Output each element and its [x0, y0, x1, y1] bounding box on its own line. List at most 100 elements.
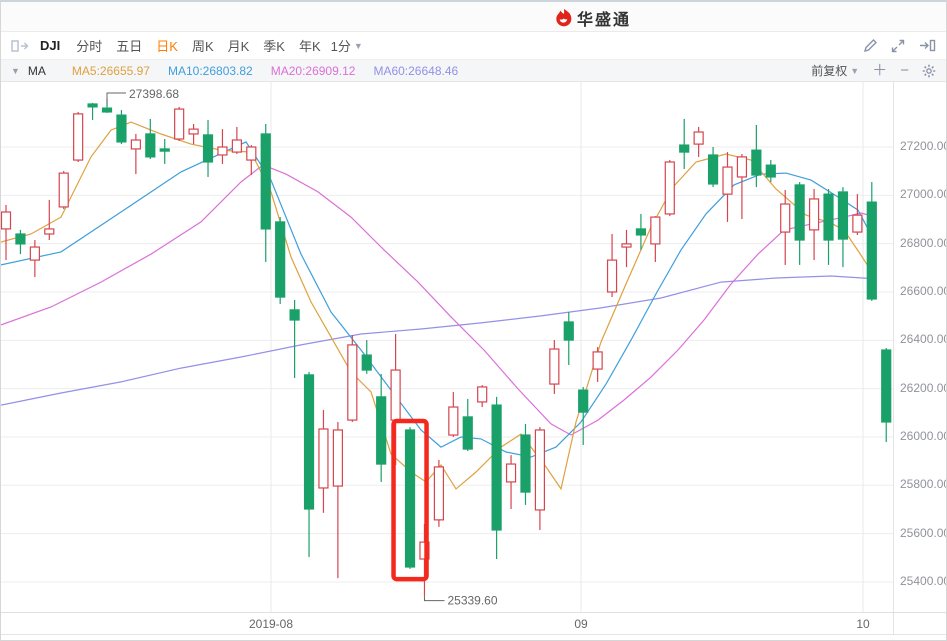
candle-body — [549, 348, 560, 385]
candle-body — [390, 369, 401, 421]
candle-body — [130, 139, 141, 150]
candle-body — [780, 203, 791, 233]
candle-body — [275, 221, 286, 298]
candle-body — [592, 351, 603, 370]
candle-body — [520, 434, 531, 493]
candle-body — [332, 429, 343, 487]
candle-body — [462, 416, 473, 450]
price-tick-label: 26800.00 — [900, 235, 947, 250]
tab-周K[interactable]: 周K — [191, 39, 214, 54]
date-tick-label: 2019-08 — [248, 617, 294, 631]
candle-body — [58, 172, 69, 208]
candle-body — [217, 146, 228, 156]
candle-body — [376, 396, 387, 465]
zoom-out-button[interactable]: − — [900, 62, 909, 79]
candle-body — [722, 166, 733, 195]
price-tick-label: 25600.00 — [900, 525, 947, 540]
candle-body — [15, 233, 26, 245]
candle-body — [664, 161, 675, 215]
candle-body — [823, 193, 834, 241]
ma-values: MA5:26655.97 MA10:26803.82 MA20:26909.12 MA… — [72, 64, 458, 78]
ma-value: MA20:26909.12 — [270, 63, 356, 78]
tab-日K[interactable]: 日K — [156, 39, 178, 54]
toolbar-right-icons — [863, 38, 936, 53]
brand-name: 华盛通 — [577, 12, 632, 29]
candle-body — [361, 354, 372, 371]
date-tick-label: 10 — [856, 617, 870, 631]
price-tick-label: 26000.00 — [900, 428, 947, 443]
candle-body — [765, 164, 776, 178]
indicator-collapse-icon[interactable]: ▼ — [11, 65, 20, 76]
tab-分时[interactable]: 分时 — [76, 39, 103, 54]
candle-body — [116, 114, 127, 143]
candle-body — [736, 156, 748, 178]
candlestick-chart[interactable]: 27398.68 25339.60 27200.00 27000.00 26800.0… — [1, 82, 946, 612]
ma-line-ma60 — [1, 275, 877, 406]
minute-period-selector[interactable]: 1分 ▼ — [331, 36, 363, 55]
tab-季K[interactable]: 季K — [263, 39, 285, 54]
candle-body — [621, 243, 632, 248]
fullscreen-expand-icon[interactable] — [891, 39, 905, 53]
candle-body — [505, 463, 517, 483]
flame-logo-icon — [556, 8, 572, 27]
tab-五日[interactable]: 五日 — [116, 39, 143, 54]
gear-icon[interactable] — [922, 64, 936, 78]
price-adjust-label: 前复权 — [811, 64, 848, 78]
candle-body — [404, 429, 416, 568]
candle-body — [101, 107, 113, 113]
bottom-strip — [1, 635, 946, 640]
collapse-panel-icon[interactable] — [11, 39, 30, 52]
price-tick-label: 25400.00 — [900, 573, 947, 588]
chevron-down-icon: ▼ — [353, 40, 363, 51]
date-tick-label: 09 — [574, 617, 588, 631]
chart-plot[interactable]: 27398.68 25339.60 — [1, 82, 893, 612]
candle-body — [231, 139, 242, 153]
low-callout-line — [423, 596, 445, 602]
tab-年K[interactable]: 年K — [298, 39, 321, 54]
candle-body — [202, 134, 214, 163]
symbol-label[interactable]: DJI — [40, 38, 61, 53]
candle-body — [477, 386, 488, 403]
candle-body — [751, 149, 762, 176]
candle-body — [174, 108, 185, 140]
zoom-in-button[interactable]: ＋ — [872, 62, 888, 79]
candle-body — [347, 344, 358, 421]
candle-body — [246, 146, 257, 161]
price-tick-label: 26400.00 — [900, 332, 947, 347]
dock-right-icon[interactable] — [919, 39, 936, 52]
price-tick-label: 26600.00 — [900, 283, 947, 298]
candle-body — [29, 246, 40, 261]
candle-body — [289, 309, 300, 321]
candle-body — [866, 201, 877, 300]
highlight-box — [391, 418, 429, 582]
candle-body — [260, 133, 271, 230]
candle-body — [635, 228, 647, 236]
candle-body — [44, 228, 55, 235]
candle-body — [73, 113, 84, 161]
high-annotation: 27398.68 — [129, 87, 179, 101]
price-tick-label: 26200.00 — [900, 380, 947, 395]
price-tick-label: 27200.00 — [900, 139, 947, 153]
chevron-down-icon: ▼ — [850, 65, 860, 76]
candle-body — [578, 389, 589, 413]
candle-body — [145, 133, 156, 158]
draw-pencil-icon[interactable] — [863, 38, 877, 53]
ma-line-ma10 — [1, 141, 877, 458]
candle-body — [650, 216, 661, 245]
candle-body — [87, 103, 98, 108]
candle-body — [606, 259, 618, 293]
candle-body — [679, 144, 690, 153]
candle-body — [1, 211, 12, 230]
price-axis: 27200.00 27000.00 26800.00 26600.00 26400.00… — [893, 82, 947, 612]
price-tick-label: 25800.00 — [900, 477, 947, 492]
high-callout-line — [106, 92, 127, 105]
candle-body — [837, 191, 849, 240]
candle-body — [881, 349, 892, 423]
period-tabs: 分时 五日 日K 周K 月K 季K 年K — [76, 36, 320, 55]
top-bar: 华盛通 — [1, 2, 946, 32]
ma-value: MA5:26655.97 — [71, 63, 150, 78]
price-adjust-selector[interactable]: 前复权 ▼ — [811, 62, 859, 79]
tab-月K[interactable]: 月K — [227, 39, 250, 54]
indicator-bar: ▼ MA MA5:26655.97 MA10:26803.82 MA20:26909… — [1, 60, 946, 82]
